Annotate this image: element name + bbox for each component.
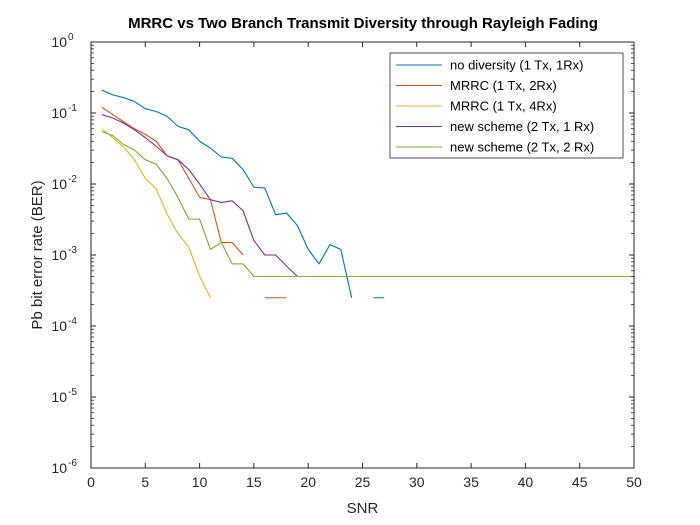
y-tick-label: 10 bbox=[51, 318, 67, 334]
x-tick-label: 20 bbox=[300, 474, 316, 490]
y-tick-label: 10 bbox=[51, 389, 67, 405]
series-line-5 bbox=[101, 130, 634, 277]
y-tick-exponent: -1 bbox=[68, 103, 77, 114]
x-tick-label: 10 bbox=[192, 474, 208, 490]
x-tick-label: 35 bbox=[463, 474, 479, 490]
legend-label-3: MRRC (1 Tx, 4Rx) bbox=[450, 99, 557, 114]
y-tick-label: 10 bbox=[51, 105, 67, 121]
y-tick-exponent: -6 bbox=[68, 458, 77, 469]
y-tick-exponent: -3 bbox=[68, 245, 77, 256]
y-tick-label: 10 bbox=[51, 34, 67, 50]
legend-label-4: new scheme (2 Tx, 1 Rx) bbox=[450, 119, 594, 134]
x-axis-label: SNR bbox=[347, 500, 379, 517]
x-tick-label: 15 bbox=[246, 474, 262, 490]
legend-label-5: new scheme (2 Tx, 2 Rx) bbox=[450, 140, 594, 155]
legend-label-2: MRRC (1 Tx, 2Rx) bbox=[450, 78, 557, 93]
x-tick-label: 5 bbox=[141, 474, 149, 490]
x-tick-label: 45 bbox=[572, 474, 588, 490]
x-tick-label: 50 bbox=[626, 474, 642, 490]
series-line-1 bbox=[101, 89, 385, 299]
x-tick-label: 25 bbox=[355, 474, 371, 490]
series-line-3 bbox=[101, 128, 211, 298]
y-tick-label: 10 bbox=[51, 176, 67, 192]
y-tick-exponent: 0 bbox=[68, 32, 74, 43]
y-tick-exponent: -4 bbox=[68, 316, 77, 327]
series-line-4 bbox=[101, 114, 298, 277]
y-tick-label: 10 bbox=[51, 460, 67, 476]
y-axis-label: Pb bit error rate (BER) bbox=[29, 180, 46, 329]
chart-title: MRRC vs Two Branch Transmit Diversity th… bbox=[128, 15, 598, 32]
x-tick-label: 0 bbox=[87, 474, 95, 490]
series-layer bbox=[101, 89, 634, 299]
y-tick-label: 10 bbox=[51, 247, 67, 263]
x-tick-label: 30 bbox=[409, 474, 425, 490]
legend-label-1: no diversity (1 Tx, 1Rx) bbox=[450, 58, 583, 73]
x-tick-label: 40 bbox=[518, 474, 534, 490]
y-tick-exponent: -5 bbox=[68, 387, 77, 398]
y-tick-exponent: -2 bbox=[68, 174, 77, 185]
legend: no diversity (1 Tx, 1Rx) MRRC (1 Tx, 2Rx)… bbox=[389, 52, 624, 159]
